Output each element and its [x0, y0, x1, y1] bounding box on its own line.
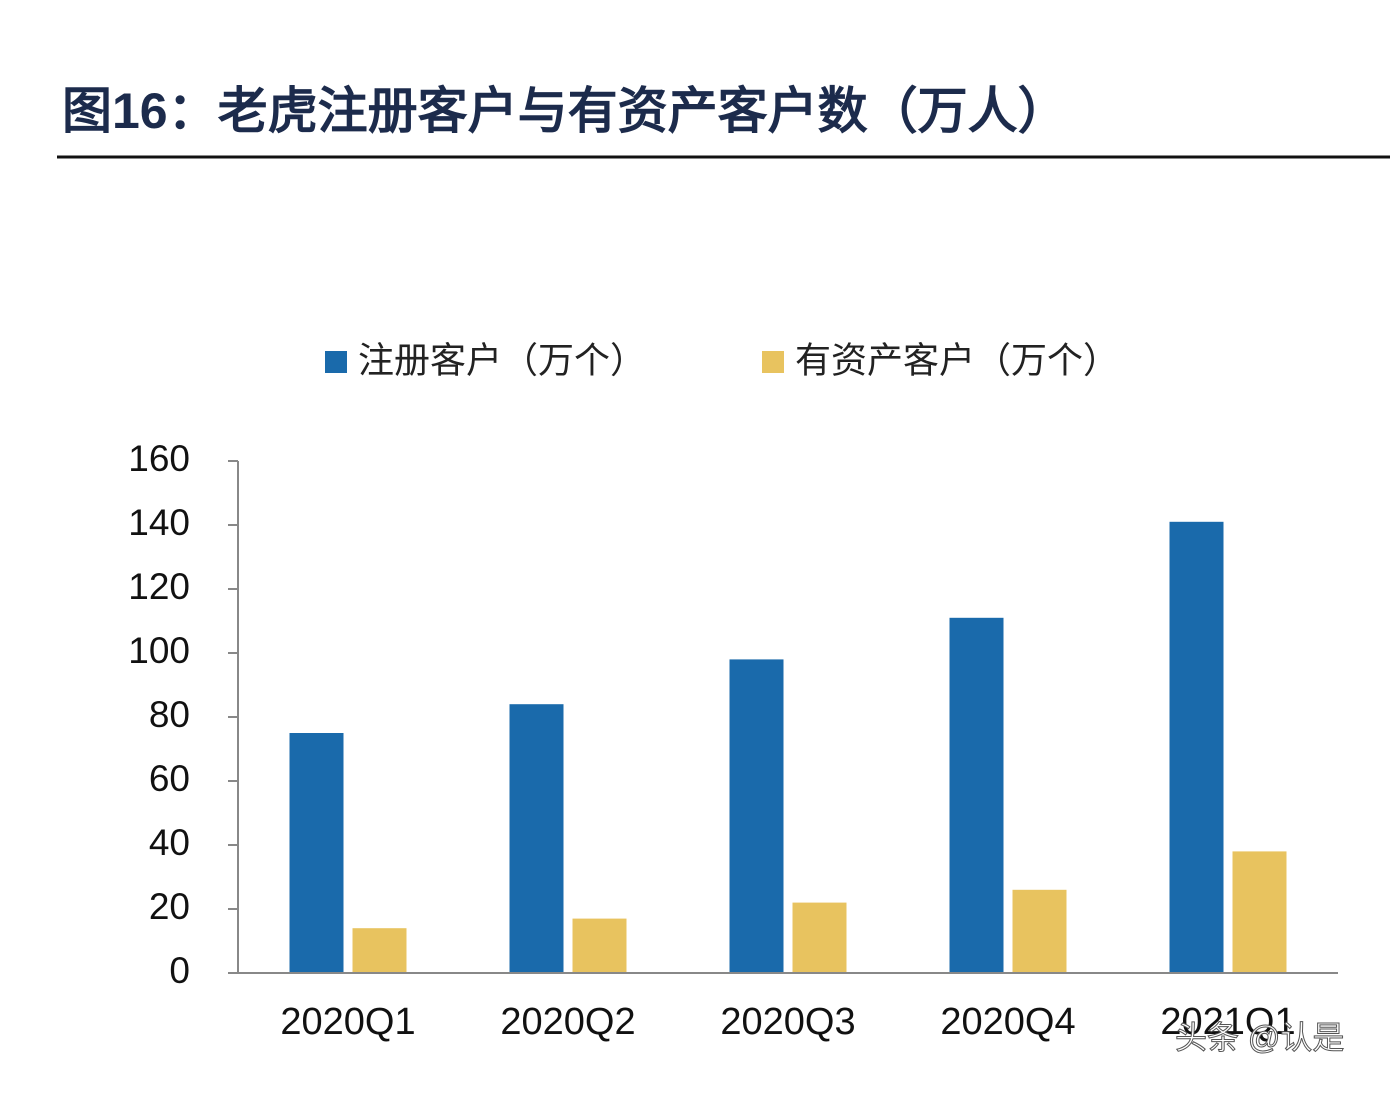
bar: [792, 902, 847, 973]
watermark: 头条 @认是: [1175, 1019, 1344, 1055]
bar: [352, 928, 407, 973]
bar: [1012, 889, 1067, 973]
bar: [1169, 521, 1224, 973]
x-tick-label: 2020Q4: [940, 1001, 1075, 1043]
y-tick-label: 140: [128, 502, 190, 543]
bar: [729, 659, 784, 973]
legend-label: 有资产客户（万个）: [795, 340, 1119, 381]
bar: [572, 918, 627, 973]
x-tick-label: 2020Q2: [500, 1001, 635, 1043]
y-tick-label: 60: [149, 758, 190, 799]
legend-swatch: [325, 351, 347, 373]
y-tick-label: 120: [128, 566, 190, 607]
legend-label: 注册客户（万个）: [358, 340, 646, 381]
bar: [289, 733, 344, 973]
bar: [509, 704, 564, 973]
chart-title: 图16：老虎注册客户与有资产客户数（万人）: [62, 83, 1068, 139]
y-tick-label: 160: [128, 438, 190, 479]
y-tick-label: 100: [128, 630, 190, 671]
x-tick-label: 2020Q1: [280, 1001, 415, 1043]
bar: [949, 617, 1004, 973]
x-tick-label: 2021Q1: [1160, 1001, 1295, 1043]
legend-swatch: [762, 351, 784, 373]
y-tick-label: 20: [149, 886, 190, 927]
x-tick-label: 2020Q3: [720, 1001, 855, 1043]
y-tick-label: 40: [149, 822, 190, 863]
y-tick-label: 80: [149, 694, 190, 735]
bar: [1232, 851, 1287, 973]
y-tick-label: 0: [169, 950, 190, 991]
